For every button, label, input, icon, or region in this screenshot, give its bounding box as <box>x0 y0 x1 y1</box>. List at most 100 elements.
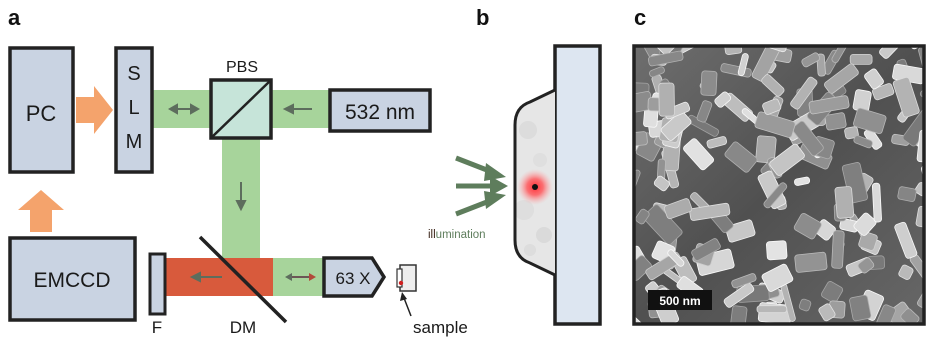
glass-slide <box>553 44 602 326</box>
scale-bar-box <box>648 290 712 310</box>
pc-to-slm-arrow <box>76 86 113 134</box>
double-arrow-right-head <box>190 103 201 115</box>
sem-crystal <box>649 66 665 78</box>
sem-crystal <box>793 212 822 240</box>
spot-center <box>532 184 538 190</box>
sem-crystal <box>706 136 728 149</box>
sem-crystal <box>792 120 824 157</box>
sem-crystal <box>765 240 788 261</box>
sem-crystal <box>798 298 812 312</box>
sample-hotspot <box>398 280 404 286</box>
emccd-label: EMCCD <box>34 269 111 292</box>
pbs-label: PBS <box>226 59 258 76</box>
sem-crystal <box>700 70 718 97</box>
sem-crystal <box>658 82 675 117</box>
down-arrow-head <box>235 200 247 212</box>
sem-crystal <box>667 249 685 267</box>
sem-image <box>634 46 924 324</box>
sem-crystal <box>691 238 721 261</box>
sem-crystal <box>902 109 924 147</box>
sem-crystal <box>879 46 899 59</box>
sem-crystal <box>794 251 828 273</box>
sem-crystal <box>821 281 844 304</box>
sem-crystal <box>751 46 781 82</box>
sem-crystal <box>853 135 873 149</box>
sem-crystals <box>634 46 924 324</box>
sem-crystal <box>824 112 847 131</box>
sem-crystal <box>755 135 777 164</box>
sem-crystal <box>864 68 884 90</box>
sample-film-texture <box>515 121 552 256</box>
objective <box>322 256 387 298</box>
sem-crystal <box>897 186 917 202</box>
sem-crystal <box>761 263 794 292</box>
pbs-diagonal <box>210 79 272 139</box>
sem-crystal <box>858 231 878 251</box>
sem-crystal <box>871 182 882 223</box>
sem-crystal <box>724 46 743 55</box>
sem-crystal <box>790 76 818 110</box>
objective-label: 63 X <box>336 269 371 288</box>
pc-label: PC <box>26 101 57 126</box>
sem-crystal <box>801 52 821 68</box>
objective-arrow-right-head <box>309 273 316 281</box>
emccd-to-pc-arrow <box>18 190 64 232</box>
sem-crystal <box>660 111 692 141</box>
double-arrow-left-head <box>167 103 178 115</box>
sem-crystal <box>917 290 924 308</box>
sem-crystal <box>769 143 805 176</box>
dichroic-label: DM <box>230 318 256 337</box>
illum-arrow-2-head <box>490 176 508 196</box>
sem-crystal <box>634 255 652 281</box>
laser-label: 532 nm <box>345 101 415 124</box>
laser-arrow-head <box>282 103 294 115</box>
sem-crystal <box>737 53 749 77</box>
sem-crystal <box>808 95 850 115</box>
slm-box <box>114 46 154 174</box>
sem-frame <box>632 44 926 326</box>
sem-crystal <box>853 212 877 236</box>
pc-box <box>8 46 75 174</box>
sem-crystal <box>818 303 836 322</box>
sem-crystal <box>731 273 757 289</box>
sem-crystal <box>635 208 650 225</box>
sem-crystal <box>824 63 859 94</box>
sem-crystal <box>831 230 845 269</box>
sample-coverslip <box>396 268 403 288</box>
illumination-arrows <box>455 155 508 217</box>
sem-crystal <box>714 91 732 108</box>
sem-crystal <box>754 111 796 138</box>
sem-crystal <box>914 182 924 197</box>
filter <box>148 252 167 316</box>
sample-film-outline <box>513 88 556 277</box>
sem-crystal <box>663 198 693 220</box>
scale-bar-label: 500 nm <box>659 294 700 308</box>
panel-label-a: a <box>8 5 21 30</box>
illumination-label: illumination <box>428 229 486 241</box>
sem-crystal <box>794 176 811 186</box>
sem-crystal <box>647 50 684 67</box>
slm-label-m: M <box>126 131 143 153</box>
beam-arrows <box>167 103 312 283</box>
panel-label-b: b <box>476 5 489 30</box>
illum-arrow-3-head <box>484 191 506 209</box>
objective-arrow-left-head <box>285 273 292 281</box>
slm-label-l: L <box>128 97 139 119</box>
sem-crystal <box>634 169 641 194</box>
filter-label: F <box>152 318 162 337</box>
sem-crystal <box>763 182 788 209</box>
sem-crystal <box>857 257 875 274</box>
panel-label-c: c <box>634 5 646 30</box>
sem-crystal <box>834 186 855 219</box>
sem-crystal <box>653 175 670 192</box>
sem-crystal <box>654 46 676 56</box>
sem-crystal <box>849 54 873 65</box>
sem-crystal <box>689 202 731 221</box>
sem-crystal <box>724 141 758 173</box>
sem-crystal <box>892 76 920 118</box>
dichroic-mirror <box>198 235 288 324</box>
sample-pointer <box>403 297 412 317</box>
sem-crystal <box>683 138 714 171</box>
emccd-box <box>8 236 137 322</box>
